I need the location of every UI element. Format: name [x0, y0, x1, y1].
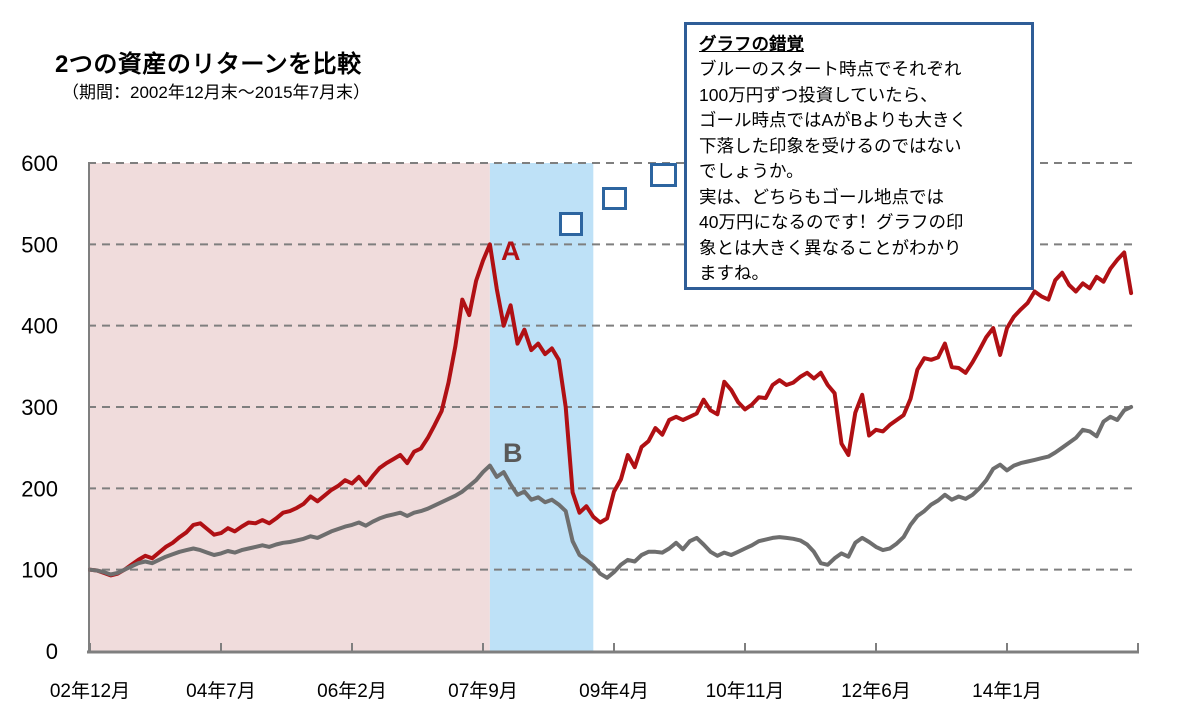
- blue-square-marker-icon: [559, 212, 583, 236]
- blue-square-marker-icon: [650, 163, 677, 187]
- x-axis-label: 14年1月: [972, 680, 1042, 702]
- y-axis-label: 300: [21, 395, 58, 420]
- y-axis-label: 600: [21, 151, 58, 176]
- x-axis-label: 02年12月: [50, 680, 130, 702]
- annotation-title: グラフの錯覚: [699, 34, 804, 54]
- page-subtitle: （期間：2002年12月末～2015年7月末）: [62, 83, 370, 102]
- series-a-label: A: [501, 236, 521, 266]
- x-axis-label: 07年9月: [448, 680, 518, 702]
- series-line-B: [88, 405, 1134, 580]
- x-axis-label: 04年7月: [186, 680, 256, 702]
- page-title: 2つの資産のリターンを比較: [55, 51, 362, 78]
- series-line-A: [88, 242, 1134, 578]
- y-axis-label: 500: [21, 232, 58, 257]
- y-axis-label: 0: [46, 639, 58, 664]
- series-b-label: B: [503, 438, 523, 468]
- y-axis-label: 200: [21, 476, 58, 501]
- annotation-box: グラフの錯覚 ブルーのスタート時点でそれぞれ 100万円ずつ投資していたら、 ゴ…: [684, 22, 1034, 290]
- y-axis-label: 400: [21, 314, 58, 339]
- x-axis-label: 10年11月: [706, 680, 785, 702]
- annotation-body: ブルーのスタート時点でそれぞれ 100万円ずつ投資していたら、 ゴール時点ではA…: [699, 59, 967, 283]
- x-axis-label: 09年4月: [579, 680, 649, 702]
- x-axis-label: 06年2月: [317, 680, 387, 702]
- y-axis-label: 100: [21, 558, 58, 583]
- blue-square-marker-icon: [602, 187, 627, 210]
- x-axis-label: 12年6月: [841, 680, 911, 702]
